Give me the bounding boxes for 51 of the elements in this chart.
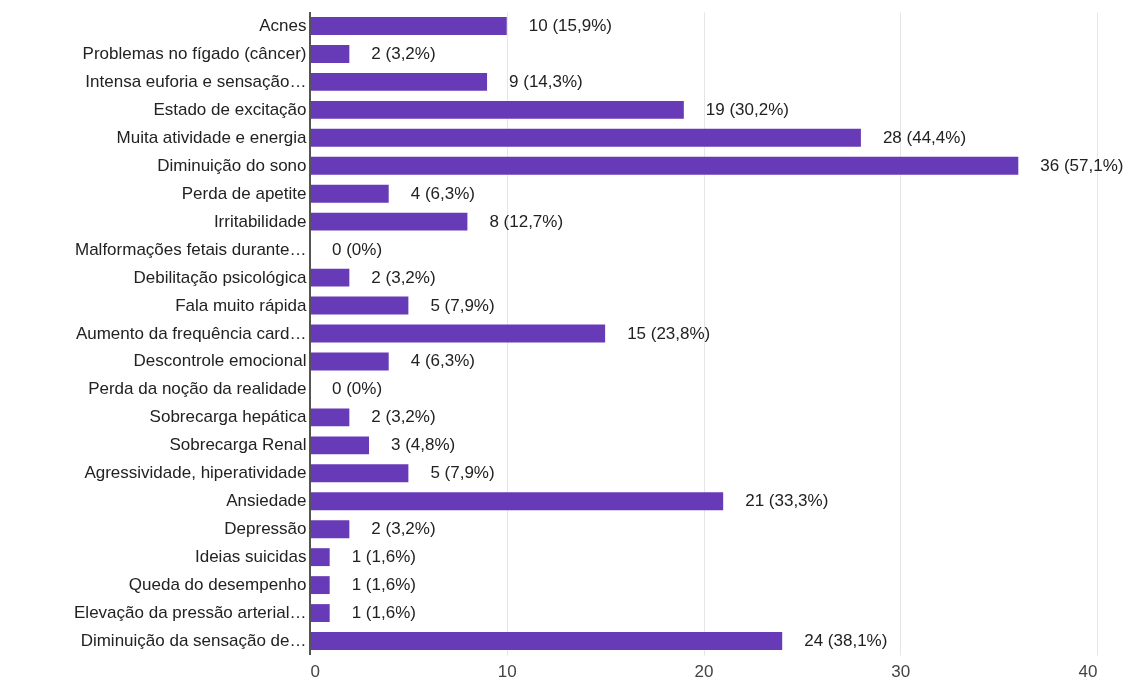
y-tick-label: Fala muito rápida [175, 295, 308, 315]
y-tick-label: Problemas no fígado (câncer) [82, 43, 307, 63]
y-tick-label: Ideias suicidas [194, 547, 307, 567]
data-label: 8 (12,7%) [489, 211, 564, 231]
y-tick-label: Acnes [259, 15, 307, 35]
y-tick-label: Diminuição do sono [157, 155, 307, 175]
data-label: 1 (1,6%) [351, 603, 416, 623]
data-label: 21 (33,3%) [745, 491, 829, 511]
y-tick-label: Agressividade, hiperatividade [84, 463, 307, 483]
data-label: 24 (38,1%) [804, 631, 888, 651]
y-tick-label: Queda do desempenho [128, 575, 307, 595]
y-tick-label: Elevação da pressão arterial… [74, 603, 307, 623]
data-label: 4 (6,3%) [410, 351, 475, 371]
data-label: 2 (3,2%) [371, 267, 436, 287]
data-label: 2 (3,2%) [371, 519, 436, 539]
data-label: 1 (1,6%) [351, 547, 416, 567]
y-tick-label: Aumento da frequência card… [75, 323, 307, 343]
data-label: 28 (44,4%) [882, 127, 967, 147]
data-label: 36 (57,1%) [1040, 155, 1124, 175]
y-tick-label: Malformações fetais durante… [75, 239, 307, 259]
data-label: 5 (7,9%) [430, 463, 495, 483]
y-tick-label: Sobrecarga Renal [169, 435, 307, 455]
y-tick-label: Intensa euforia e sensação… [85, 71, 307, 91]
x-tick-label: 10 [497, 661, 517, 681]
data-label: 4 (6,3%) [410, 183, 475, 203]
data-label: 9 (14,3%) [509, 71, 583, 91]
y-tick-label: Estado de excitação [153, 99, 307, 119]
data-label: 15 (23,8%) [627, 323, 711, 343]
y-tick-label: Perda da noção da realidade [88, 379, 307, 399]
data-label: 0 (0%) [332, 379, 383, 399]
y-tick-label: Muita atividade e energia [116, 127, 308, 147]
data-label: 2 (3,2%) [371, 407, 436, 427]
x-tick-label: 30 [891, 661, 911, 681]
data-label: 0 (0%) [332, 239, 383, 259]
x-tick-label: 40 [1078, 661, 1098, 681]
y-tick-label: Diminuição da sensação de… [80, 631, 307, 651]
data-label: 1 (1,6%) [351, 575, 416, 595]
y-tick-label: Descontrole emocional [133, 351, 307, 371]
y-tick-label: Sobrecarga hepática [149, 407, 308, 427]
data-label: 19 (30,2%) [705, 99, 789, 119]
y-tick-label: Ansiedade [226, 491, 307, 511]
data-label: 3 (4,8%) [391, 435, 456, 455]
data-label: 10 (15,9%) [528, 15, 612, 35]
y-tick-label: Debilitação psicológica [133, 267, 308, 287]
y-tick-label: Irritabilidade [213, 211, 307, 231]
x-tick-label: 20 [694, 661, 714, 681]
x-tick-label: 0 [310, 661, 320, 681]
y-tick-label: Depressão [224, 519, 307, 539]
y-tick-label: Perda de apetite [181, 183, 307, 203]
data-label: 2 (3,2%) [371, 43, 436, 63]
data-label: 5 (7,9%) [430, 295, 495, 315]
